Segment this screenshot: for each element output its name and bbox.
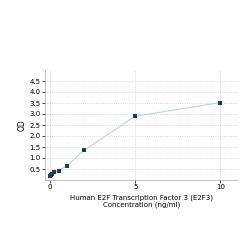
Point <box>50 172 54 176</box>
Point <box>52 170 56 174</box>
Point <box>49 173 53 177</box>
Point <box>65 164 69 168</box>
Point <box>82 148 86 152</box>
Point <box>49 174 53 178</box>
X-axis label: Human E2F Transcription Factor 3 (E2F3)
Concentration (ng/ml): Human E2F Transcription Factor 3 (E2F3) … <box>70 194 213 208</box>
Point <box>48 174 52 178</box>
Point <box>218 100 222 104</box>
Point <box>133 114 137 118</box>
Point <box>57 168 61 172</box>
Y-axis label: OD: OD <box>18 119 27 131</box>
